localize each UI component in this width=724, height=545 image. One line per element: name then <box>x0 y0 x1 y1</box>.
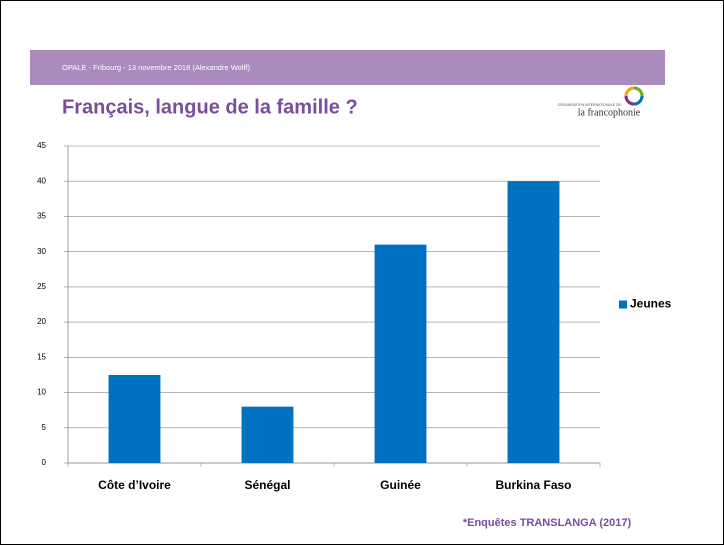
bar <box>507 181 560 463</box>
x-tick-label: Guinée <box>380 478 421 492</box>
chart-title: Français, langue de la famille ? <box>62 96 358 118</box>
logo-small: ORGANISATION INTERNATIONALE DE <box>558 103 622 107</box>
x-tick-label: Burkina Faso <box>495 478 571 492</box>
logo-name: la francophonie <box>578 107 641 118</box>
y-tick-label: 5 <box>42 423 47 432</box>
note: *Enquêtes TRANSLANGA (2017) <box>463 517 632 529</box>
logo-ring <box>624 95 635 106</box>
x-tick-label: Sénégal <box>244 478 290 492</box>
logo: ORGANISATION INTERNATIONALE DE la franco… <box>558 86 644 118</box>
logo-ring <box>633 95 644 106</box>
y-tick-label: 45 <box>37 141 46 150</box>
y-tick-label: 35 <box>37 212 46 221</box>
legend-swatch <box>619 300 627 309</box>
bar <box>374 244 427 463</box>
y-tick-label: 30 <box>37 247 46 256</box>
y-tick-label: 0 <box>42 458 47 467</box>
y-tick-label: 10 <box>37 388 46 397</box>
bar <box>108 374 161 463</box>
legend-label: Jeunes <box>630 297 672 311</box>
y-tick-label: 15 <box>37 352 46 361</box>
header-band <box>30 50 665 85</box>
y-tick-label: 25 <box>37 282 46 291</box>
y-tick-label: 20 <box>37 317 46 326</box>
bar <box>241 406 294 463</box>
logo-ring <box>633 86 644 97</box>
header-text: OPALE - Fribourg - 13 novembre 2018 (Ale… <box>62 63 251 72</box>
y-tick-label: 40 <box>37 176 46 185</box>
x-tick-label: Côte d’Ivoire <box>98 478 171 492</box>
